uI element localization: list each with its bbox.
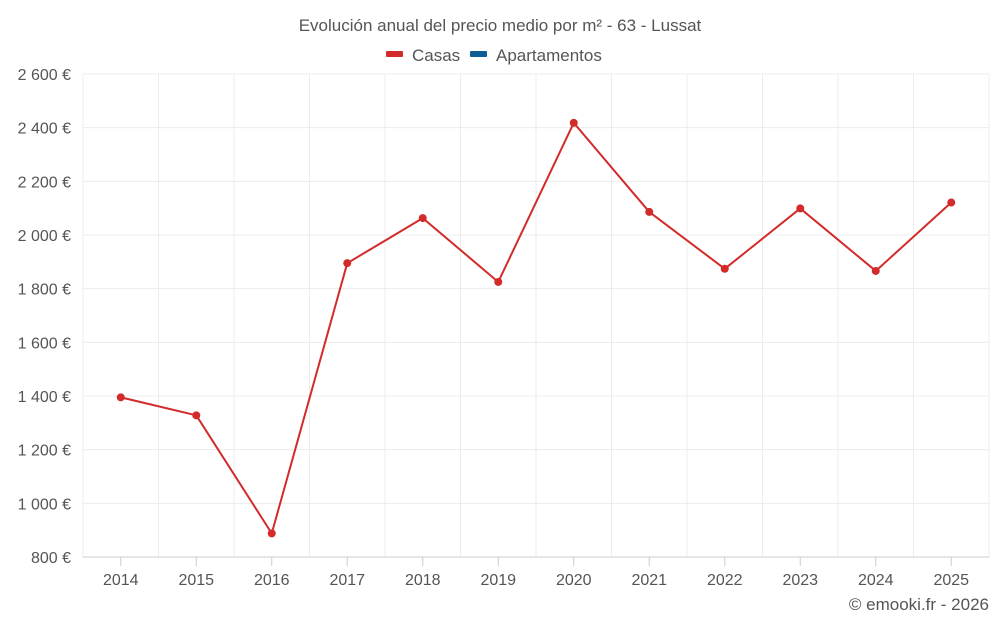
series bbox=[116, 118, 956, 538]
axes: 800 € 1 000 € 1 200 € 1 400 € 1 600 € 1 800 €… bbox=[18, 67, 989, 589]
legend-label-casas[interactable]: Casas bbox=[412, 46, 460, 65]
legend-swatch-casas bbox=[386, 51, 403, 57]
data-point-casas-2014[interactable] bbox=[116, 393, 125, 402]
y-tick-label: 1 000 € bbox=[18, 496, 71, 513]
x-tick-label: 2014 bbox=[103, 572, 139, 589]
grid bbox=[82, 73, 990, 557]
x-tick-label: 2024 bbox=[858, 572, 894, 589]
data-point-casas-2016[interactable] bbox=[267, 529, 276, 538]
data-point-casas-2015[interactable] bbox=[192, 411, 201, 420]
x-tick-label: 2022 bbox=[707, 572, 743, 589]
y-tick-label: 2 200 € bbox=[18, 174, 71, 191]
x-tick-label: 2015 bbox=[178, 572, 214, 589]
data-point-casas-2025[interactable] bbox=[947, 198, 956, 207]
y-tick-label: 2 000 € bbox=[18, 228, 71, 245]
y-tick-label: 1 600 € bbox=[18, 335, 71, 352]
y-tick-label: 800 € bbox=[31, 550, 71, 567]
legend: Casas Apartamentos bbox=[386, 46, 602, 65]
data-point-casas-2017[interactable] bbox=[343, 259, 352, 268]
data-point-casas-2019[interactable] bbox=[494, 277, 503, 286]
x-tick-label: 2017 bbox=[329, 572, 365, 589]
x-tick-label: 2018 bbox=[405, 572, 441, 589]
series-line-casas bbox=[120, 121, 952, 535]
data-point-casas-2020[interactable] bbox=[569, 118, 578, 127]
x-tick-label: 2016 bbox=[254, 572, 290, 589]
y-tick-label: 1 400 € bbox=[18, 389, 71, 406]
data-point-casas-2018[interactable] bbox=[418, 214, 427, 223]
data-point-casas-2024[interactable] bbox=[871, 266, 880, 275]
x-tick-label: 2020 bbox=[556, 572, 592, 589]
legend-item-casas[interactable]: Casas bbox=[386, 46, 460, 65]
y-tick-label: 1 200 € bbox=[18, 443, 71, 460]
legend-label-apartamentos[interactable]: Apartamentos bbox=[496, 46, 602, 65]
x-tick-label: 2025 bbox=[933, 572, 969, 589]
x-tick-label: 2019 bbox=[480, 572, 516, 589]
x-tick-label: 2021 bbox=[631, 572, 667, 589]
y-tick-label: 1 800 € bbox=[18, 282, 71, 299]
data-point-casas-2021[interactable] bbox=[645, 207, 654, 216]
x-tick-label: 2023 bbox=[782, 572, 818, 589]
legend-swatch-apartamentos bbox=[470, 51, 487, 57]
chart-title: Evolución anual del precio medio por m² … bbox=[299, 16, 702, 35]
y-tick-label: 2 600 € bbox=[18, 67, 71, 84]
data-point-casas-2022[interactable] bbox=[720, 264, 729, 273]
legend-item-apartamentos[interactable]: Apartamentos bbox=[470, 46, 602, 65]
credit-text: © emooki.fr - 2026 bbox=[849, 595, 989, 614]
data-point-casas-2023[interactable] bbox=[796, 204, 805, 213]
y-tick-label: 2 400 € bbox=[18, 121, 71, 138]
